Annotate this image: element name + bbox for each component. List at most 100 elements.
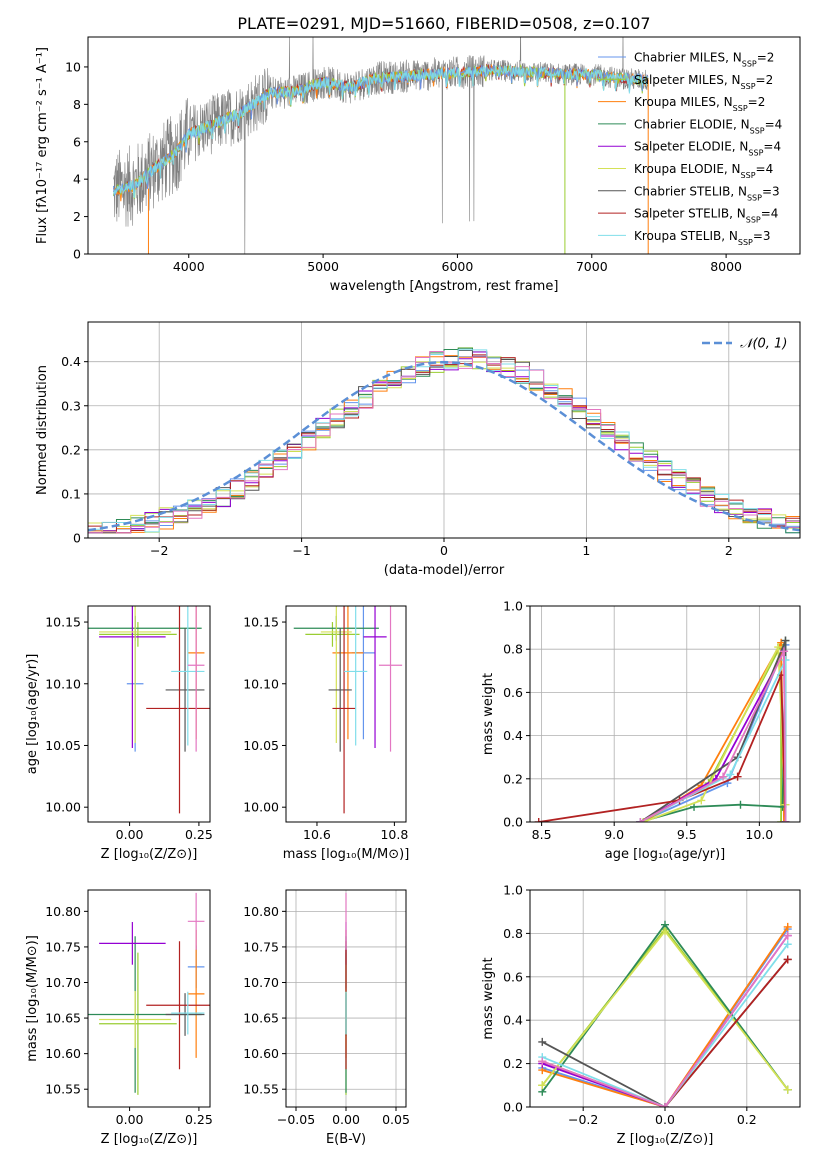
- massweight-vs-age-ytick-label: 0.4: [503, 728, 523, 743]
- mass-weight-line: [642, 644, 782, 822]
- mass-weight-line: [541, 935, 789, 1107]
- residuals-xlabel: (data-model)/error: [384, 563, 505, 578]
- massweight-vs-Z-ytick-label: 0.8: [503, 926, 523, 941]
- massweight-vs-age-ylabel: mass weight: [481, 673, 496, 755]
- spectrum-data-line: [113, 37, 649, 254]
- mass-weight-marker: [783, 940, 792, 949]
- mass-vs-Z-plot-area: [88, 892, 210, 1095]
- age-vs-mass-ytick-label: 10.10: [243, 676, 279, 691]
- residuals-legend: 𝒩(0, 1): [702, 337, 787, 352]
- mass-weight-line: [538, 674, 787, 822]
- massweight-vs-age-plot-area: [534, 636, 790, 822]
- massweight-vs-Z-xlabel: Z [log₁₀(Z/Z⊙)]: [617, 1132, 714, 1147]
- mass-vs-ebv-ytick-label: 10.75: [243, 939, 279, 954]
- legend-entry: Kroupa ELODIE, NSSP=4: [634, 162, 773, 180]
- mass-weight-marker: [538, 1057, 547, 1066]
- mass-weight-marker: [783, 931, 792, 940]
- age-vs-Z-xtick-label: 0.00: [116, 827, 144, 842]
- age-vs-Z-xtick-label: 0.25: [185, 827, 213, 842]
- legend-entry: Salpeter MILES, NSSP=2: [634, 73, 773, 91]
- mass-weight-marker: [726, 770, 735, 779]
- massweight-vs-age-xtick-label: 10.0: [745, 827, 773, 842]
- spectrum-xlabel: wavelength [Angstrom, rest frame]: [330, 279, 559, 294]
- spectrum-xtick-label: 4000: [173, 259, 205, 274]
- mass-vs-Z-chart: 0.00 0.25 10.55 10.60 10.65 10.70 10.75 10.80 Z …: [25, 889, 213, 1147]
- legend-entry: Kroupa MILES, NSSP=2: [634, 95, 765, 113]
- mass-weight-marker: [783, 955, 792, 964]
- massweight-vs-age-chart: 8.5 9.0 9.5 10.0 0.0 0.2 0.4 0.6 0.8 1.0 age [log₁…: [481, 599, 801, 862]
- mass-vs-Z-ytick-label: 10.70: [45, 975, 81, 990]
- mass-vs-Z-ytick-label: 10.65: [45, 1011, 81, 1026]
- spectrum-legend: Chabrier MILES, NSSP=2 Salpeter MILES, NS…: [598, 51, 782, 246]
- spectrum-plot-area: [112, 37, 649, 254]
- mass-weight-line: [541, 943, 789, 1107]
- legend-entry: Chabrier STELIB, NSSP=3: [634, 184, 780, 202]
- mass-weight-line: [639, 644, 787, 822]
- mass-vs-Z-ytick-label: 10.60: [45, 1046, 81, 1061]
- mass-weight-marker: [661, 927, 669, 936]
- age-vs-mass-ytick-label: 10.15: [243, 615, 279, 630]
- mass-vs-Z-frame: [87, 889, 211, 1108]
- mass-weight-marker: [774, 643, 783, 652]
- mass-vs-ebv-ytick-label: 10.60: [243, 1046, 279, 1061]
- mass-vs-Z-ylabel: mass [log₁₀(M/M⊙)]: [25, 935, 40, 1062]
- mass-weight-marker: [636, 818, 645, 822]
- massweight-vs-age-xtick-label: 9.0: [604, 827, 624, 842]
- age-vs-mass-chart: 10.6 10.8 10.00 10.05 10.10 10.15 mass [log₁₀(…: [243, 605, 410, 862]
- age-vs-mass-xlabel: mass [log₁₀(M/M⊙)]: [283, 847, 410, 862]
- mass-weight-marker: [719, 772, 728, 781]
- massweight-vs-age-ytick-label: 0.6: [503, 685, 523, 700]
- spectrum-xtick-label: 7000: [576, 259, 608, 274]
- residuals-ytick-label: 0.4: [61, 354, 81, 369]
- residuals-chart: 𝒩(0, 1) −2 −1 0 1 2 0 0.1 0.2 0.3 0.4 (data-model)/…: [35, 321, 801, 578]
- massweight-vs-age-ytick-label: 0.2: [503, 771, 523, 786]
- normal-curve: [88, 360, 800, 532]
- mass-weight-line: [642, 639, 785, 822]
- figure-title: PLATE=0291, MJD=51660, FIBERID=0508, z=0…: [237, 14, 650, 33]
- legend-entry: Chabrier MILES, NSSP=2: [634, 51, 774, 69]
- spectrum-frame: [87, 36, 801, 255]
- mass-vs-Z-ytick-label: 10.55: [45, 1082, 81, 1097]
- mass-vs-ebv-ytick-label: 10.55: [243, 1082, 279, 1097]
- mass-vs-Z-xtick-label: 0.25: [185, 1112, 213, 1127]
- age-vs-Z-chart: 0.00 0.25 10.00 10.05 10.10 10.15 Z [log₁₀(Z/Z…: [25, 605, 213, 862]
- massweight-vs-Z-ytick-label: 0.2: [503, 1056, 523, 1071]
- mass-weight-marker: [697, 796, 706, 805]
- age-vs-mass-xtick-label: 10.8: [380, 827, 408, 842]
- massweight-vs-Z-xtick-label: −0.2: [568, 1112, 598, 1127]
- mass-weight-line: [640, 640, 787, 822]
- mass-weight-marker: [781, 656, 790, 664]
- legend-entry: 𝒩(0, 1): [740, 337, 787, 352]
- mass-weight-line: [542, 926, 789, 1107]
- massweight-vs-age-xtick-label: 8.5: [532, 827, 552, 842]
- spectrum-chart: Chabrier MILES, NSSP=2 Salpeter MILES, NS…: [35, 36, 801, 294]
- massweight-vs-age-frame: [529, 605, 801, 823]
- mass-vs-Z-ytick-label: 10.75: [45, 939, 81, 954]
- mass-vs-ebv-ytick-label: 10.70: [243, 975, 279, 990]
- mass-weight-marker: [661, 1103, 669, 1107]
- mass-vs-Z-ytick-label: 10.80: [45, 904, 81, 919]
- residuals-ylabel: Normed distribution: [35, 365, 50, 495]
- residuals-xtick-label: 0: [440, 543, 448, 558]
- mass-vs-ebv-ytick-label: 10.65: [243, 1011, 279, 1026]
- mass-weight-marker: [783, 922, 792, 931]
- mass-vs-ebv-chart: −0.05 0.00 0.05 10.55 10.60 10.65 10.70 10.75 10…: [243, 889, 410, 1147]
- massweight-vs-Z-ytick-label: 0.0: [503, 1100, 523, 1115]
- massweight-vs-Z-ytick-label: 0.6: [503, 969, 523, 984]
- age-vs-Z-ytick-label: 10.00: [45, 800, 81, 815]
- massweight-vs-Z-ytick-label: 0.4: [503, 1013, 523, 1028]
- age-vs-mass-frame: [285, 605, 407, 823]
- mass-weight-marker: [780, 818, 789, 822]
- mass-weight-line: [639, 651, 787, 822]
- spectrum-xtick-label: 5000: [307, 259, 339, 274]
- age-vs-mass-ytick-label: 10.00: [243, 800, 279, 815]
- age-vs-Z-ytick-label: 10.10: [45, 676, 81, 691]
- legend-entry: Salpeter STELIB, NSSP=4: [634, 207, 778, 225]
- mass-weight-marker: [538, 1037, 547, 1046]
- massweight-vs-age-ytick-label: 0.0: [503, 815, 523, 830]
- mass-vs-ebv-ytick-label: 10.80: [243, 904, 279, 919]
- age-vs-Z-xlabel: Z [log₁₀(Z/Z⊙)]: [101, 847, 198, 862]
- residuals-ytick-label: 0.3: [61, 398, 81, 413]
- mass-weight-marker: [534, 818, 543, 822]
- age-vs-Z-frame: [87, 605, 211, 823]
